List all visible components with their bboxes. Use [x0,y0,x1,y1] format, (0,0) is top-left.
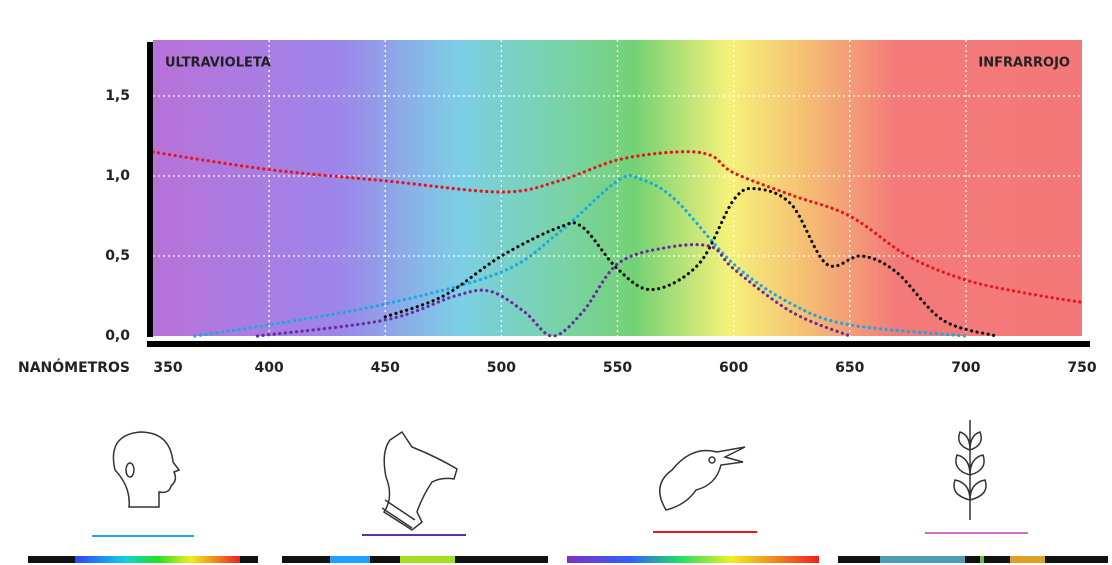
chart: ULTRAVIOLETA INFRARROJO NANÓMETROS 350 40… [0,0,1112,565]
vision-bars [28,556,1108,563]
annotation: INFRARROJO [978,56,1070,71]
x-tick-label: 650 [835,360,864,376]
x-tick-label: 350 [153,360,182,376]
x-tick-label: 700 [951,360,980,376]
x-tick-label: 450 [371,360,400,376]
annotation: ULTRAVIOLETA [165,56,271,71]
y-tick-label: 1,0 [105,168,130,184]
x-tick-label: 500 [487,360,516,376]
y-tick-label: 0,5 [105,248,130,264]
x-axis-label: NANÓMETROS [18,358,130,376]
x-tick-label: 400 [255,360,284,376]
y-tick-label: 1,5 [105,88,130,104]
x-tick-label: 550 [603,360,632,376]
icons [113,420,986,530]
x-tick-label: 600 [719,360,748,376]
x-tick-label: 750 [1067,360,1096,376]
y-tick-label: 0,0 [105,328,130,344]
